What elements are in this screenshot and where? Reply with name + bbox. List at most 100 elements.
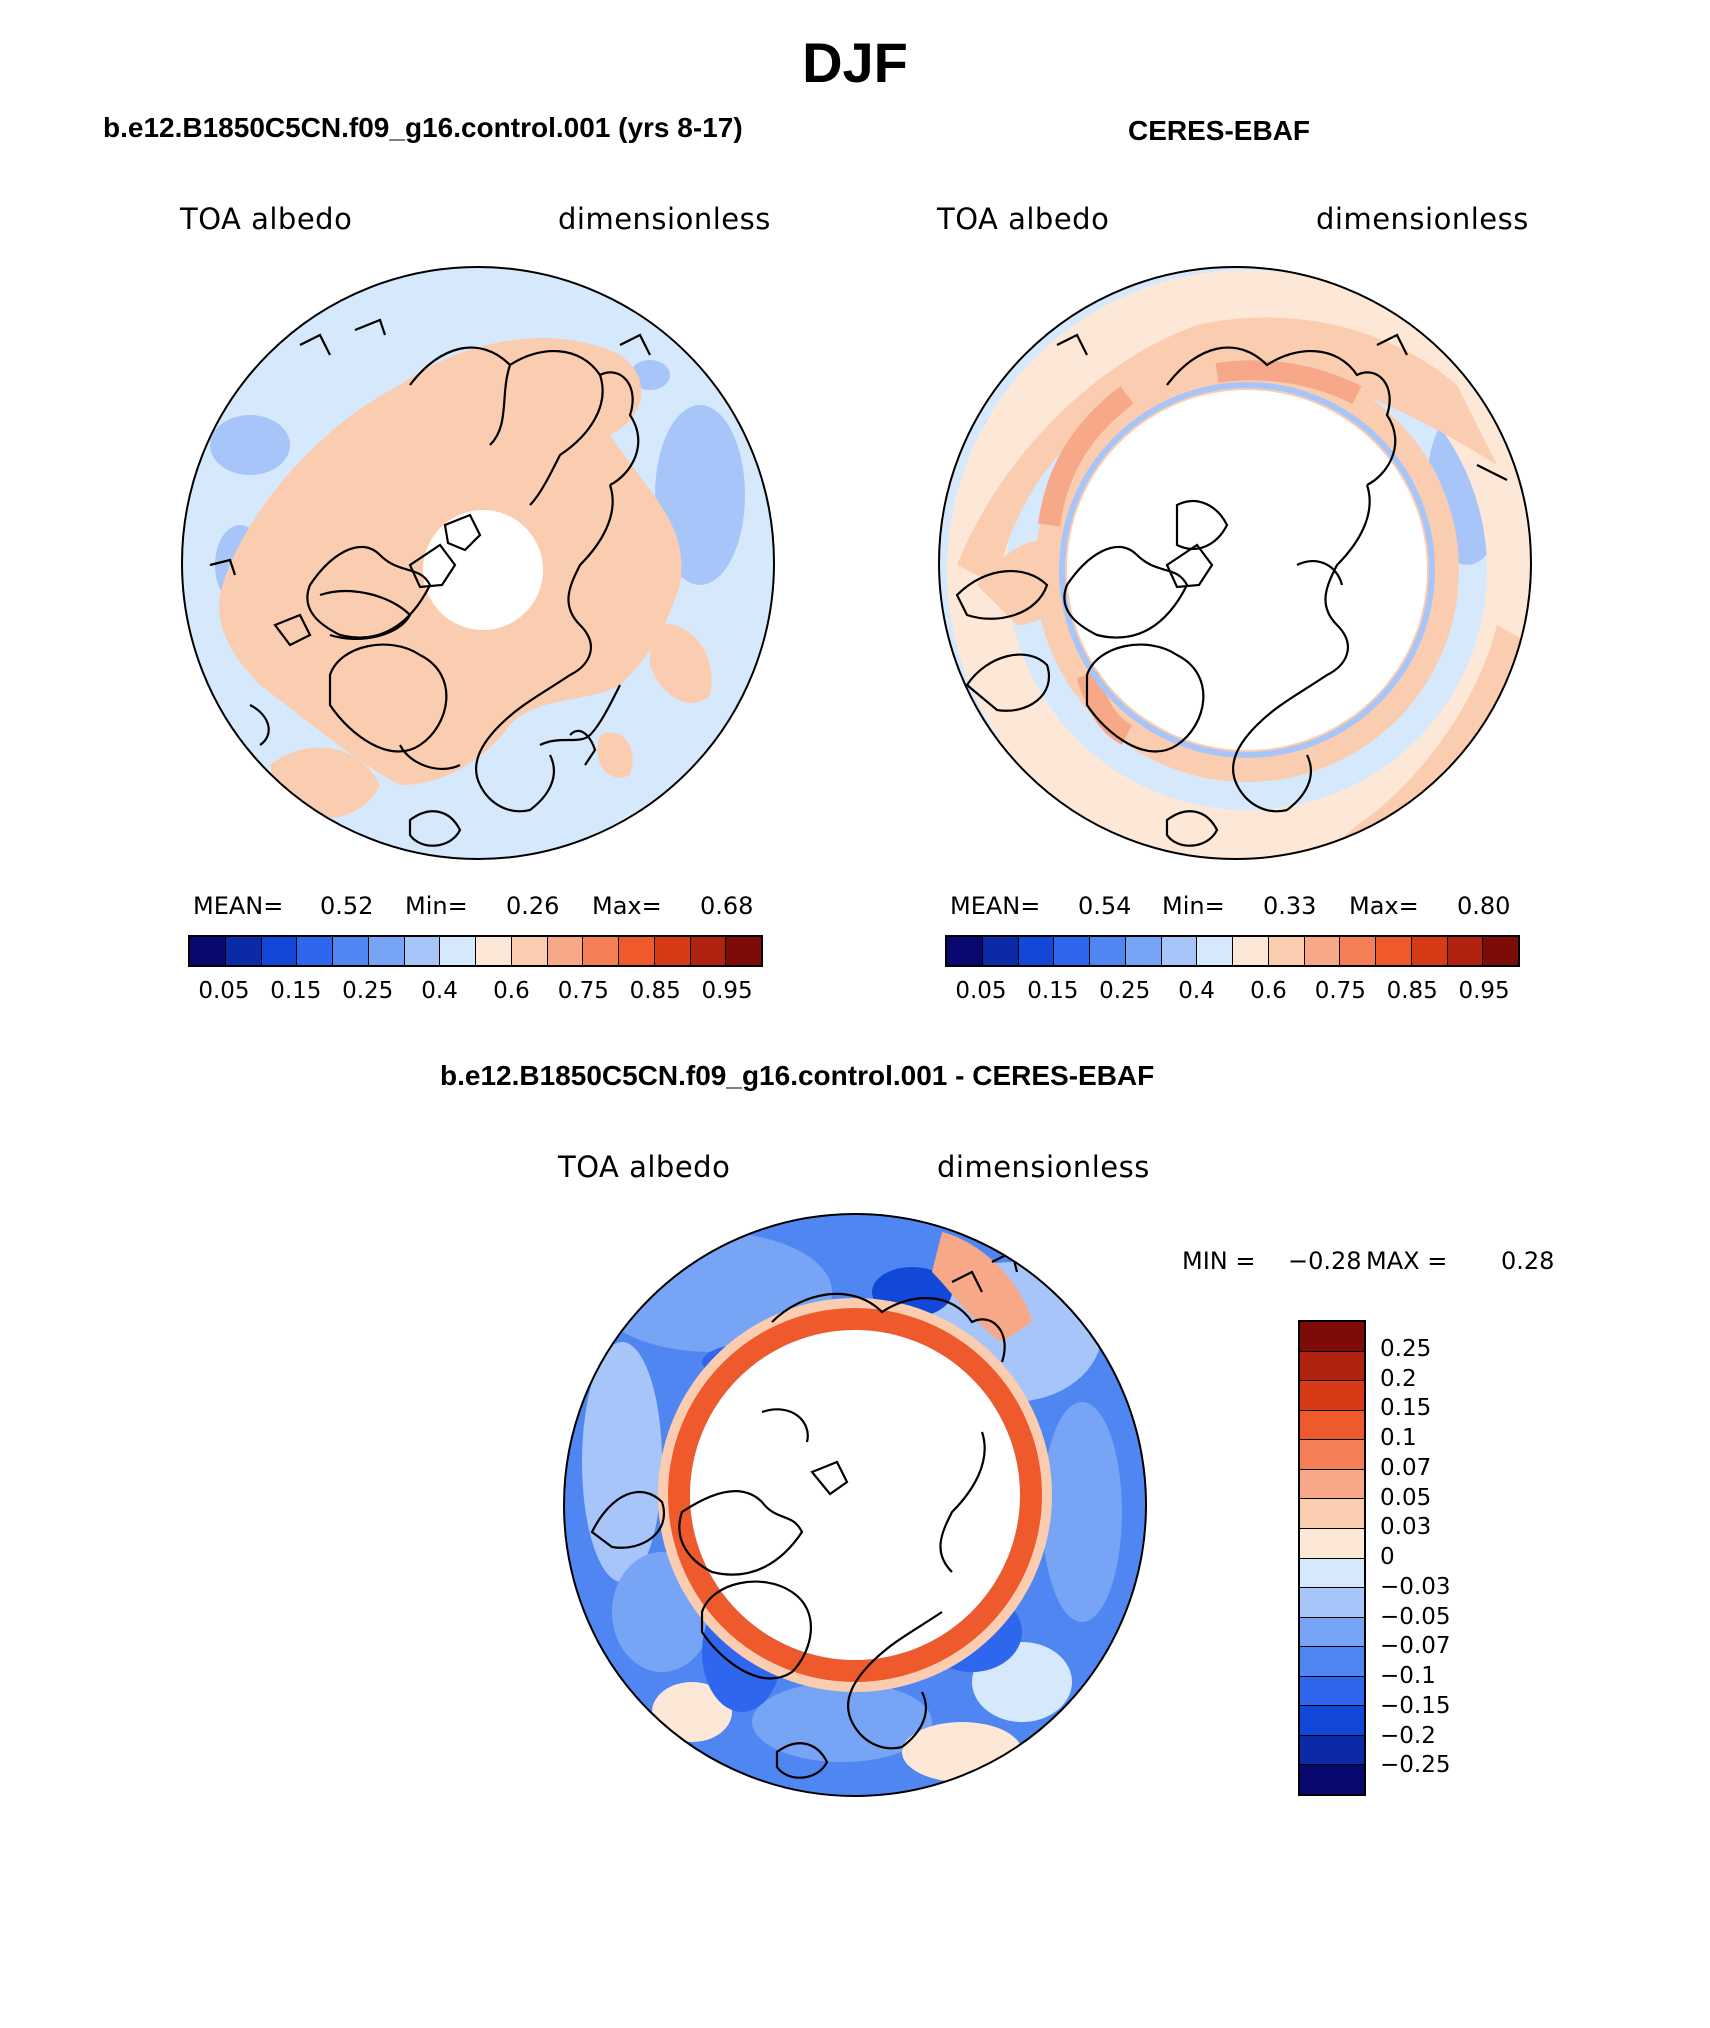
diff-colorbar-segment	[1300, 1410, 1364, 1441]
diff-colorbar-segment	[1300, 1381, 1364, 1411]
diff-colorbar-tick-label: 0.03	[1380, 1514, 1432, 1541]
diff-colorbar-tick-label: 0.25	[1380, 1335, 1432, 1362]
obs-colorbar-ticks: 0.05 0.15 0.25 0.4 0.6 0.75 0.85 0.95	[945, 978, 1520, 1008]
model-colorbar-segment	[476, 937, 512, 965]
diff-colorbar-tick-label: −0.03	[1380, 1573, 1451, 1600]
model-colorbar-tick-label: 0.6	[493, 978, 530, 1004]
model-colorbar-segment	[190, 937, 226, 965]
obs-colorbar-segment	[1447, 937, 1484, 965]
model-colorbar-tick-label: 0.85	[629, 978, 681, 1004]
model-colorbar-segment	[225, 937, 262, 965]
model-colorbar-tick-label: 0.95	[701, 978, 753, 1004]
model-colorbar-segment	[511, 937, 548, 965]
model-colorbar-segment	[726, 937, 761, 965]
model-panel-title: b.e12.B1850C5CN.f09_g16.control.001 (yrs…	[103, 112, 743, 143]
obs-units-label: dimensionless	[1316, 202, 1529, 236]
model-colorbar-segment	[261, 937, 298, 965]
obs-colorbar-segment	[1304, 937, 1341, 965]
model-polar-map	[181, 266, 775, 860]
model-min-label: Min=	[405, 892, 468, 920]
diff-colorbar-segment	[1300, 1647, 1364, 1677]
obs-colorbar	[945, 935, 1520, 967]
obs-colorbar-segment	[1161, 937, 1198, 965]
obs-colorbar-tick-label: 0.75	[1314, 978, 1366, 1004]
obs-variable-label: TOA albedo	[937, 202, 1110, 236]
diff-colorbar-segment	[1300, 1617, 1364, 1648]
diff-panel-title: b.e12.B1850C5CN.f09_g16.control.001 - CE…	[440, 1060, 1155, 1091]
model-mean-value: 0.52	[320, 892, 374, 920]
obs-colorbar-segment	[1233, 937, 1269, 965]
obs-colorbar-tick-label: 0.95	[1458, 978, 1510, 1004]
model-colorbar-segment	[690, 937, 727, 965]
diff-colorbar-segment	[1300, 1351, 1364, 1382]
diff-variable-label: TOA albedo	[558, 1150, 731, 1184]
obs-colorbar-segment	[982, 937, 1019, 965]
obs-colorbar-segment	[1125, 937, 1162, 965]
diff-colorbar-tick-label: 0.2	[1380, 1365, 1417, 1392]
diff-min-value: −0.28	[1288, 1247, 1362, 1275]
obs-mean-label: MEAN=	[950, 892, 1041, 920]
diff-max-label: MAX =	[1366, 1247, 1448, 1275]
obs-colorbar-tick-label: 0.25	[1099, 978, 1151, 1004]
obs-min-label: Min=	[1162, 892, 1225, 920]
diff-colorbar-segment	[1300, 1440, 1364, 1470]
obs-colorbar-tick-label: 0.15	[1027, 978, 1079, 1004]
diff-colorbar-segment	[1300, 1469, 1364, 1500]
obs-colorbar-segment	[1340, 937, 1376, 965]
obs-colorbar-tick-label: 0.05	[955, 978, 1007, 1004]
model-colorbar-tick-label: 0.15	[270, 978, 322, 1004]
model-colorbar-segment	[547, 937, 584, 965]
diff-colorbar-segment	[1300, 1706, 1364, 1736]
diff-colorbar-segment	[1300, 1765, 1364, 1794]
obs-max-value: 0.80	[1457, 892, 1511, 920]
obs-colorbar-segment	[1197, 937, 1233, 965]
obs-colorbar-segment	[1376, 937, 1412, 965]
model-min-value: 0.26	[506, 892, 560, 920]
model-colorbar-tick-label: 0.05	[198, 978, 250, 1004]
model-colorbar-segment	[333, 937, 369, 965]
obs-colorbar-segment	[1483, 937, 1518, 965]
diff-colorbar-tick-label: −0.1	[1380, 1663, 1436, 1689]
diff-colorbar-tick-label: −0.25	[1380, 1752, 1451, 1779]
model-colorbar	[188, 935, 763, 967]
obs-colorbar-segment	[1268, 937, 1305, 965]
obs-colorbar-tick-label: 0.4	[1178, 978, 1215, 1004]
model-max-value: 0.68	[700, 892, 754, 920]
diff-colorbar-tick-label: 0.05	[1380, 1484, 1432, 1511]
diff-colorbar-ticks: 0.25 0.2 0.15 0.1 0.07 0.05 0.03 0 −0.03 −0.05 −0.…	[1380, 1320, 1500, 1796]
model-colorbar-tick-label: 0.25	[342, 978, 394, 1004]
obs-colorbar-segment	[1090, 937, 1126, 965]
obs-max-label: Max=	[1349, 892, 1419, 920]
diff-colorbar	[1298, 1320, 1366, 1796]
diff-units-label: dimensionless	[937, 1150, 1150, 1184]
obs-polar-map	[938, 266, 1532, 860]
diff-colorbar-tick-label: 0.1	[1380, 1425, 1417, 1451]
model-units-label: dimensionless	[558, 202, 771, 236]
diff-colorbar-tick-label: −0.05	[1380, 1603, 1451, 1630]
model-colorbar-tick-label: 0.75	[557, 978, 609, 1004]
diff-max-value: 0.28	[1501, 1247, 1555, 1275]
figure-title: DJF	[802, 31, 908, 94]
diff-colorbar-tick-label: −0.2	[1380, 1722, 1436, 1749]
diff-colorbar-tick-label: 0.15	[1380, 1395, 1432, 1422]
obs-mean-value: 0.54	[1078, 892, 1132, 920]
obs-colorbar-segment	[1411, 937, 1448, 965]
model-max-label: Max=	[592, 892, 662, 920]
diff-colorbar-segment	[1300, 1558, 1364, 1589]
diff-colorbar-segment	[1300, 1499, 1364, 1529]
diff-colorbar-tick-label: 0	[1380, 1544, 1395, 1570]
model-mean-label: MEAN=	[193, 892, 284, 920]
model-colorbar-segment	[368, 937, 405, 965]
obs-colorbar-segment	[947, 937, 983, 965]
diff-colorbar-segment	[1300, 1676, 1364, 1707]
diff-colorbar-tick-label: −0.15	[1380, 1692, 1451, 1719]
model-colorbar-segment	[440, 937, 476, 965]
obs-colorbar-tick-label: 0.85	[1386, 978, 1438, 1004]
obs-colorbar-segment	[1054, 937, 1090, 965]
diff-colorbar-segment	[1300, 1588, 1364, 1618]
diff-colorbar-tick-label: −0.07	[1380, 1633, 1451, 1660]
model-colorbar-segment	[297, 937, 333, 965]
diff-colorbar-segment	[1300, 1735, 1364, 1766]
model-colorbar-segment	[619, 937, 655, 965]
diff-min-label: MIN =	[1182, 1247, 1256, 1275]
